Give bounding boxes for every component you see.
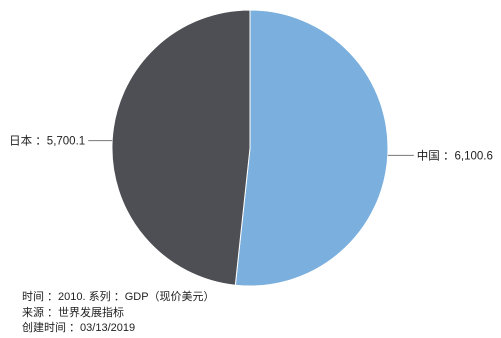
pie-slice-1 xyxy=(111,9,251,286)
slice-label-0: 中国 ：6,100.6 xyxy=(417,149,493,162)
chart-footer: 时间 ：2010. 系列 ：GDP（现价美元） 来源 ：世界发展指标 创建时间 … xyxy=(22,290,215,337)
slice-label-1: 日本 ：5,700.1 xyxy=(9,134,85,148)
pie-slice-0 xyxy=(234,9,389,287)
footer-time-series: 时间 ：2010. 系列 ：GDP（现价美元） xyxy=(22,291,215,303)
footer-source: 来源 ：世界发展指标 xyxy=(22,306,125,319)
footer-created-date: 创建时间 ：03/13/2019 xyxy=(22,322,136,334)
